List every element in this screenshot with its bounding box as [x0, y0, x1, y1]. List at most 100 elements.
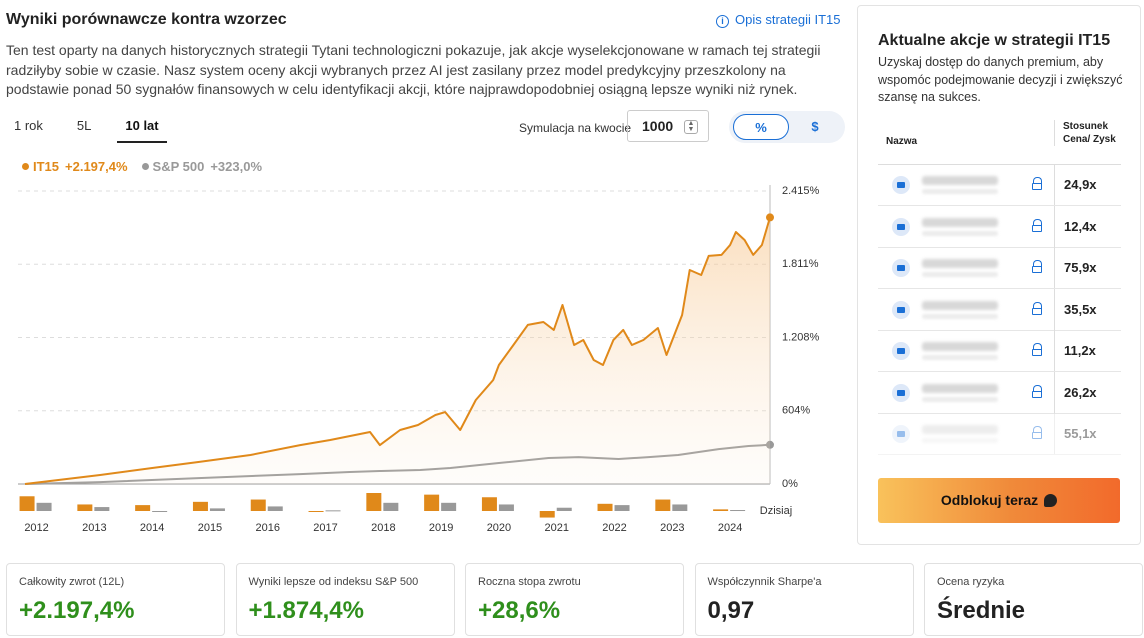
end-point	[766, 213, 774, 222]
annual-bar	[325, 510, 341, 512]
pe-ratio: 11,2x	[1054, 330, 1122, 371]
pe-ratio: 55,1x	[1054, 413, 1122, 454]
legend-label: IT15	[33, 159, 60, 174]
strategy-link[interactable]: i Opis strategii IT15	[716, 12, 841, 28]
button-label[interactable]: Odblokuj teraz	[940, 492, 1039, 508]
annual-bar	[19, 496, 35, 511]
pe-ratio: 35,5x	[1054, 288, 1122, 330]
x-tick-label: 2014	[140, 522, 164, 534]
annual-bar	[152, 511, 168, 512]
button-icon	[1044, 494, 1058, 507]
annual-bar	[556, 507, 572, 511]
stat-card: Całkowity zwrot (12L) +2.197,4%	[6, 563, 225, 636]
stat-label: Ocena ryzyka	[937, 576, 1005, 588]
x-tick-label: 2020	[487, 522, 511, 534]
x-tick-label: 2012	[24, 522, 48, 534]
legend-value: +2.197,4%	[65, 159, 128, 174]
stat-value: Średnie	[937, 597, 1026, 624]
stock-icon	[892, 300, 910, 319]
stock-icon	[892, 259, 910, 277]
x-tick-label: 2016	[256, 522, 280, 534]
annual-bar	[597, 503, 613, 511]
lock-icon	[1031, 343, 1042, 356]
stat-value: +2.197,4%	[19, 597, 135, 624]
stock-icon	[892, 425, 910, 443]
annual-bar	[424, 494, 440, 511]
y-tick-label: 2.415%	[782, 185, 820, 197]
blurred-subname	[922, 396, 998, 402]
x-tick-label: 2013	[82, 522, 106, 534]
pe-ratio: 12,4x	[1054, 205, 1122, 247]
x-tick-label: 2023	[660, 522, 684, 534]
stat-card: Roczna stopa zwrotu +28,6%	[465, 563, 684, 636]
table-row: 24,9x	[878, 164, 1121, 206]
amount-value[interactable]: 1000	[642, 118, 674, 134]
unit-option[interactable]: $	[811, 119, 819, 134]
annual-bar	[614, 505, 630, 511]
legend-dot	[141, 163, 149, 170]
annual-bar	[209, 508, 225, 511]
legend: IT15 +2.197,4% S&P 500 +323,0%	[22, 159, 262, 174]
annual-bar	[383, 502, 399, 511]
blurred-subname	[922, 272, 998, 277]
period-tab[interactable]: 10 lat	[117, 118, 167, 143]
period-tab[interactable]: 5L	[76, 118, 92, 133]
annual-bar	[655, 499, 671, 511]
lock-icon	[1031, 218, 1042, 232]
annual-bar	[192, 501, 208, 511]
column-header: Nazwa	[886, 136, 918, 147]
unit-toggle: % $	[729, 111, 845, 143]
annual-bar	[539, 511, 555, 518]
stock-icon	[892, 383, 910, 402]
annual-bar	[366, 493, 382, 511]
stat-value: +28,6%	[478, 597, 561, 624]
annual-bar	[308, 511, 324, 512]
stat-label: Współczynnik Sharpe'a	[707, 576, 822, 588]
annual-bar	[135, 505, 151, 511]
lock-icon	[1031, 260, 1042, 273]
blurred-subname	[922, 313, 998, 319]
annual-bar	[36, 502, 52, 511]
annual-bar	[267, 506, 283, 511]
blurred-name	[922, 176, 998, 185]
x-tick-label: 2019	[429, 522, 453, 534]
x-tick-label: 2024	[718, 522, 742, 534]
stat-value: 0,97	[707, 597, 755, 624]
lock-icon	[1031, 426, 1042, 439]
table-row: 55,1x	[878, 413, 1121, 455]
annual-bar	[94, 507, 110, 511]
x-tick-label: Dzisiaj	[760, 505, 792, 517]
lock-icon	[1031, 384, 1042, 398]
description: Ten test oparty na danych historycznych …	[6, 42, 821, 97]
link-text[interactable]: Opis strategii IT15	[735, 12, 841, 27]
table-row: 12,4x	[878, 205, 1122, 248]
spinner[interactable]: ▲ ▼	[684, 120, 698, 134]
legend-value: +323,0%	[210, 159, 263, 174]
panel-description: Uzyskaj dostęp do danych premium, aby ws…	[878, 55, 1123, 104]
annual-bar	[713, 509, 729, 511]
period-tab[interactable]: 1 rok	[14, 118, 43, 133]
stock-icon	[892, 176, 910, 194]
legend-item: S&P 500 +323,0%	[141, 159, 263, 174]
x-tick-label: 2017	[313, 522, 337, 534]
unlock-button[interactable]: Odblokuj teraz	[878, 478, 1120, 523]
blurred-subname	[922, 230, 998, 236]
y-tick-label: 1.208%	[782, 331, 820, 343]
blurred-subname	[922, 438, 998, 443]
legend-item: IT15 +2.197,4%	[22, 159, 128, 174]
holdings-panel: Aktualne akcje w strategii IT15 Uzyskaj …	[857, 5, 1141, 545]
stock-icon	[892, 342, 910, 360]
x-tick-label: 2021	[544, 522, 568, 534]
lock-icon	[1031, 177, 1042, 190]
x-tick-label: 2018	[371, 522, 395, 534]
unit-option[interactable]: %	[733, 114, 789, 140]
stat-card: Współczynnik Sharpe'a 0,97	[694, 563, 914, 636]
annual-bar	[730, 510, 746, 512]
y-tick-label: 1.811%	[782, 258, 819, 270]
annual-bar	[672, 504, 688, 511]
stat-label: Wyniki lepsze od indeksu S&P 500	[248, 576, 419, 588]
blurred-name	[922, 342, 998, 351]
page-title: Wyniki porównawcze kontra wzorzec	[6, 11, 287, 28]
amount-input[interactable]: 1000 ▲ ▼	[627, 110, 709, 142]
